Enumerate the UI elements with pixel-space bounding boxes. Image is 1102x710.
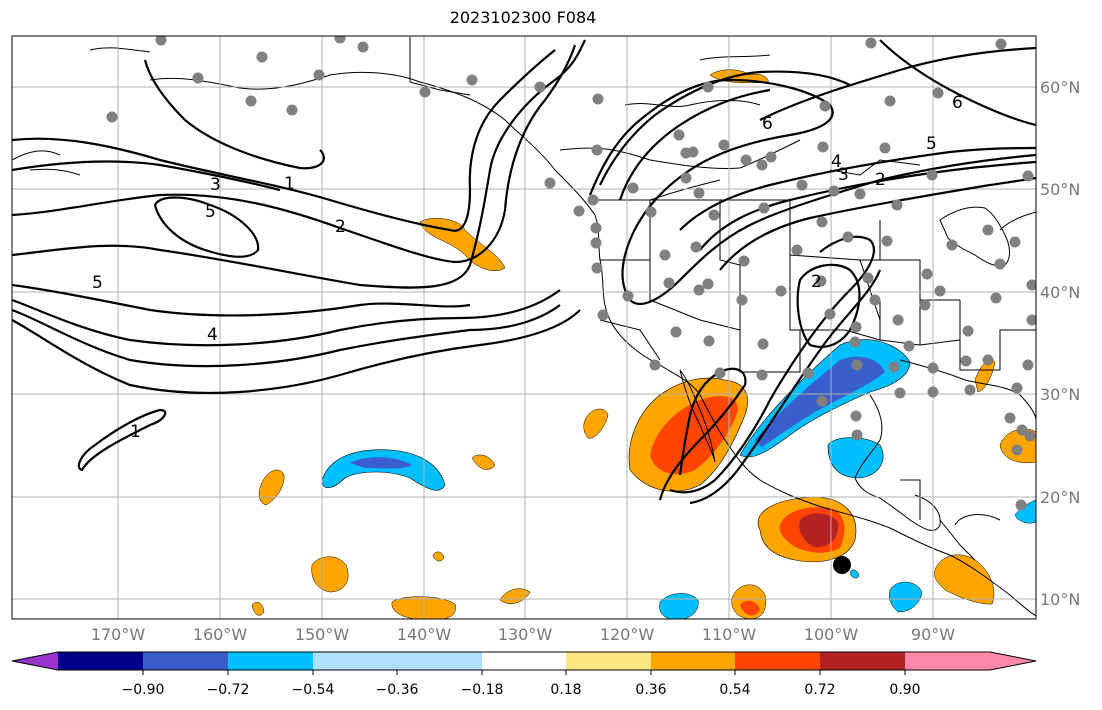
colorbar-segment xyxy=(566,652,651,670)
svg-text:30°N: 30°N xyxy=(1040,385,1080,404)
longitude-labels: 170°W 160°W 150°W 140°W 130°W 120°W 110°… xyxy=(91,625,955,644)
svg-text:4: 4 xyxy=(207,325,218,345)
svg-text:1: 1 xyxy=(130,422,141,442)
svg-text:0.90: 0.90 xyxy=(889,682,920,698)
svg-text:3: 3 xyxy=(838,165,849,185)
svg-text:−0.90: −0.90 xyxy=(122,682,165,698)
map-area xyxy=(12,36,1036,619)
svg-text:100°W: 100°W xyxy=(804,625,859,644)
svg-text:−0.36: −0.36 xyxy=(376,682,419,698)
colorbar-tick-labels: −0.90 −0.72 −0.54 −0.36 −0.18 0.18 0.36 … xyxy=(122,682,921,698)
svg-text:150°W: 150°W xyxy=(295,625,350,644)
colorbar-segment xyxy=(820,652,905,670)
svg-text:40°N: 40°N xyxy=(1040,283,1080,302)
map-title: 2023102300 F084 xyxy=(449,8,597,27)
colorbar-segment xyxy=(397,652,482,670)
svg-text:3: 3 xyxy=(210,175,221,195)
svg-text:5: 5 xyxy=(205,202,216,222)
latitude-labels: 60°N 50°N 40°N 30°N 20°N 10°N xyxy=(1040,78,1080,609)
svg-text:−0.54: −0.54 xyxy=(292,682,335,698)
svg-text:6: 6 xyxy=(952,93,963,113)
graticule xyxy=(12,36,1036,619)
svg-text:0.36: 0.36 xyxy=(635,682,666,698)
svg-text:0.18: 0.18 xyxy=(550,682,581,698)
svg-text:6: 6 xyxy=(762,114,773,134)
svg-text:20°N: 20°N xyxy=(1040,488,1080,507)
contour-label-group: 1 2 3 4 5 5 1 6 6 5 4 3 2 2 xyxy=(92,93,963,442)
colorbar-ticks xyxy=(142,670,906,675)
colorbar: −0.90 −0.72 −0.54 −0.36 −0.18 0.18 0.36 … xyxy=(11,651,1037,698)
svg-text:120°W: 120°W xyxy=(600,625,655,644)
svg-text:50°N: 50°N xyxy=(1040,180,1080,199)
svg-text:90°W: 90°W xyxy=(911,625,955,644)
svg-text:160°W: 160°W xyxy=(193,625,248,644)
svg-text:170°W: 170°W xyxy=(91,625,146,644)
svg-text:5: 5 xyxy=(926,134,937,154)
map-frame xyxy=(11,35,1037,620)
svg-text:−0.18: −0.18 xyxy=(461,682,504,698)
svg-text:140°W: 140°W xyxy=(397,625,452,644)
colorbar-segment xyxy=(143,652,228,670)
storm-center-marker xyxy=(833,556,851,574)
colorbar-high-extension xyxy=(990,652,1036,670)
svg-text:110°W: 110°W xyxy=(702,625,757,644)
svg-text:60°N: 60°N xyxy=(1040,78,1080,97)
colorbar-segment xyxy=(58,652,143,670)
colorbar-segment xyxy=(905,652,990,670)
svg-text:2: 2 xyxy=(811,272,822,292)
colorbar-segment xyxy=(313,652,397,670)
colorbar-segment xyxy=(482,652,566,670)
svg-text:4: 4 xyxy=(831,152,842,172)
svg-text:1: 1 xyxy=(284,174,295,194)
svg-text:2: 2 xyxy=(875,170,886,190)
svg-text:130°W: 130°W xyxy=(498,625,553,644)
station-markers xyxy=(106,36,1036,511)
colorbar-segment xyxy=(735,652,820,670)
svg-text:−0.72: −0.72 xyxy=(207,682,250,698)
colorbar-low-extension xyxy=(12,652,58,670)
colorbar-segment xyxy=(651,652,735,670)
svg-text:5: 5 xyxy=(92,273,103,293)
svg-text:0.72: 0.72 xyxy=(804,682,835,698)
contour-lines xyxy=(12,39,1036,505)
colorbar-segment xyxy=(228,652,313,670)
svg-text:10°N: 10°N xyxy=(1040,590,1080,609)
svg-text:0.54: 0.54 xyxy=(719,682,750,698)
svg-text:2: 2 xyxy=(335,217,346,237)
